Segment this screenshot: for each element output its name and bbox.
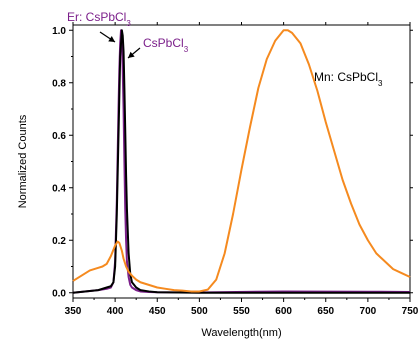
arrow-head	[128, 51, 135, 58]
x-axis-title: Wavelength(nm)	[201, 327, 281, 339]
x-tick-label: 700	[360, 306, 377, 317]
annotation-cs-sub: 3	[184, 45, 189, 54]
arrow-head	[108, 36, 115, 42]
y-tick-label: 1.0	[52, 26, 66, 37]
annotation-er-cspbcl3: Er: CsPbCl3	[67, 10, 131, 28]
annotation-er-base: Er: CsPbCl	[67, 10, 126, 24]
y-axis: 0.0 0.2 0.4 0.6 0.8 1.0	[52, 26, 413, 299]
annotation-mn-sub: 3	[378, 79, 383, 88]
y-tick-label: 0.0	[52, 288, 66, 299]
y-tick-label: 0.2	[52, 236, 66, 247]
x-tick-label: 400	[107, 306, 124, 317]
y-tick-label: 0.4	[52, 183, 66, 194]
x-tick-label: 500	[191, 306, 208, 317]
x-tick-label: 450	[149, 306, 166, 317]
series-line-cspbcl3	[72, 29, 410, 294]
annotation-mn-cspbcl3: Mn: CsPbCl3	[314, 70, 383, 88]
x-tick-label: 350	[65, 306, 82, 317]
annotation-er-sub: 3	[126, 19, 131, 28]
annotation-mn-base: Mn: CsPbCl	[314, 70, 378, 84]
annotation-cs-base: CsPbCl	[143, 36, 184, 50]
y-tick-label: 0.8	[52, 78, 66, 89]
y-tick-label: 0.6	[52, 131, 66, 142]
x-tick-label: 600	[275, 306, 292, 317]
x-tick-label: 650	[317, 306, 334, 317]
series-line-mn-cspbcl3	[72, 29, 411, 293]
x-tick-label: 550	[233, 306, 250, 317]
arrow-er-icon	[99, 31, 116, 43]
x-axis: 350 400 450 500 550 600 650 700 750	[65, 22, 419, 317]
arrow-cs-icon	[127, 47, 141, 59]
x-tick-label: 750	[402, 306, 419, 317]
series-layer	[72, 29, 411, 294]
annotation-cspbcl3: CsPbCl3	[143, 36, 189, 54]
y-axis-title: Normalized Counts	[17, 114, 29, 208]
annotation-layer: Er: CsPbCl3 CsPbCl3 Mn: CsPbCl3	[67, 10, 383, 88]
